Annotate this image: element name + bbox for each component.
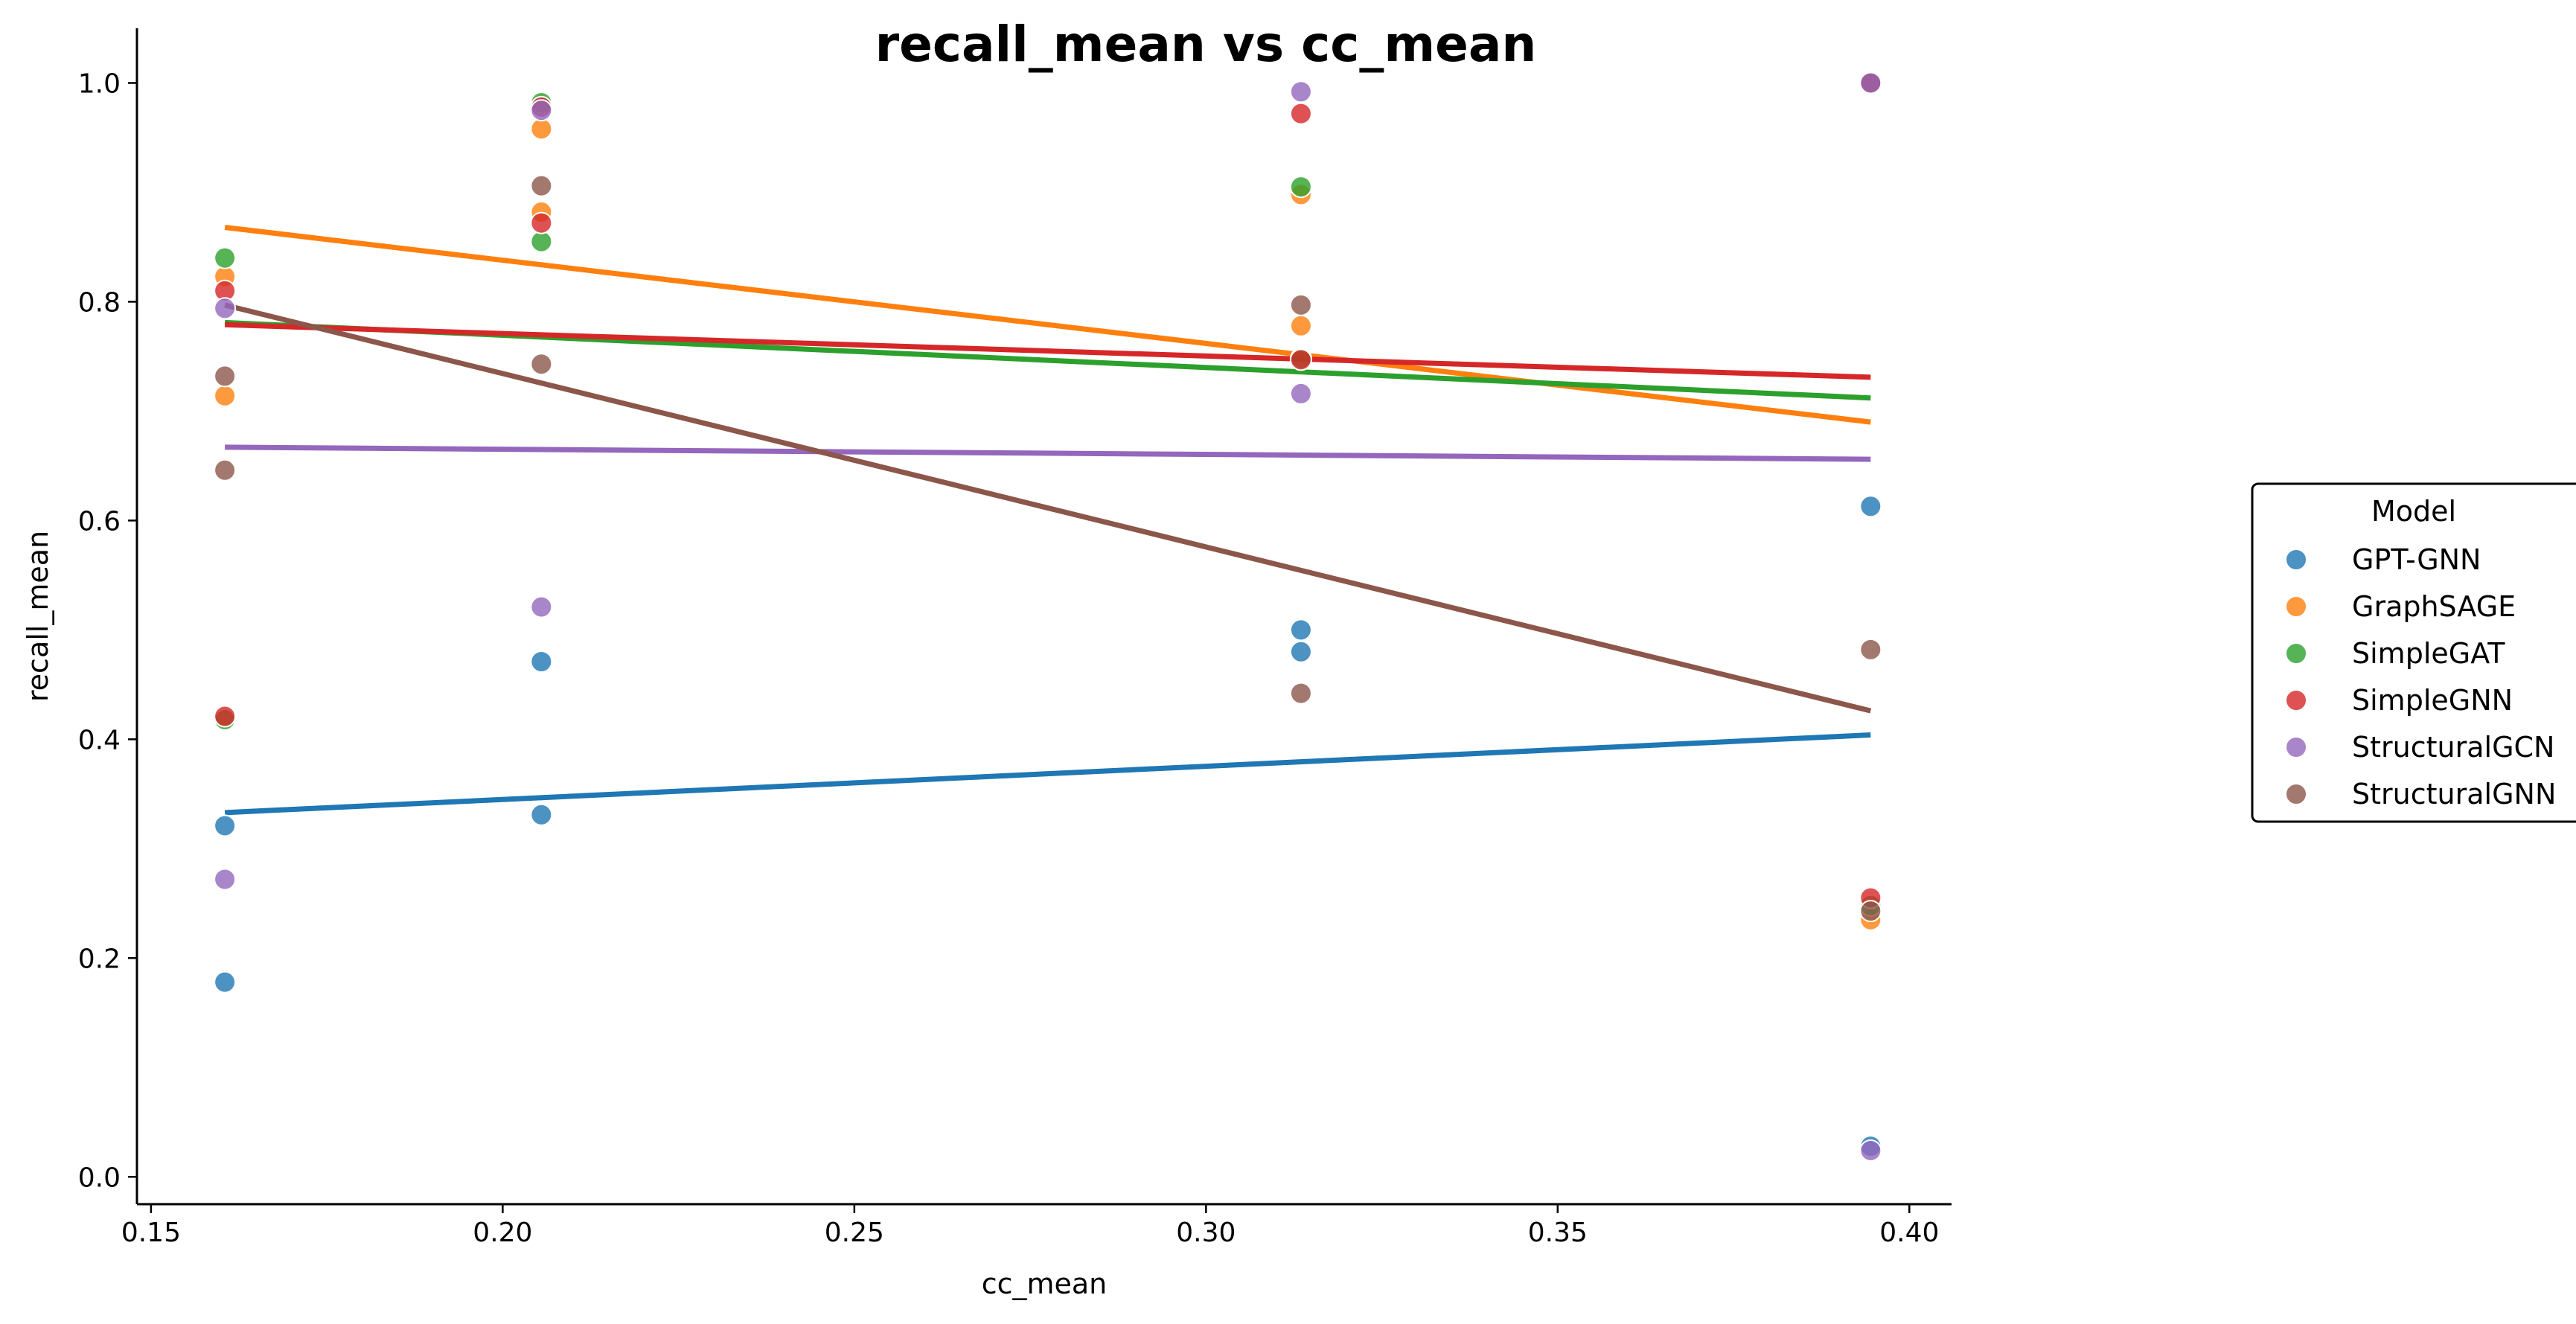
- fit-line-structuralgcn: [225, 444, 1871, 462]
- point-structuralgnn: [1289, 682, 1312, 705]
- chart-title: recall_mean vs cc_mean: [875, 16, 1537, 73]
- x-tick-label: 0.15: [121, 1218, 181, 1248]
- point-structuralgnn: [214, 365, 237, 388]
- data-points: [214, 71, 1882, 1162]
- legend-marker-structuralgnn: [2285, 783, 2307, 805]
- y-tick-label: 0.6: [78, 506, 121, 537]
- y-tick-label: 0.0: [78, 1163, 121, 1193]
- fit-line-gpt-gnn: [224, 732, 1871, 816]
- x-tick-label: 0.35: [1528, 1218, 1588, 1248]
- x-tick-label: 0.25: [825, 1218, 884, 1248]
- legend-marker-simplegat: [2285, 642, 2307, 665]
- x-ticks: 0.15 0.20 0.25 0.30 0.35 0.40: [121, 1204, 1939, 1248]
- point-structuralgcn: [1859, 71, 1882, 95]
- point-structuralgcn: [530, 99, 553, 122]
- legend-label-gpt-gnn: GPT-GNN: [2352, 543, 2481, 576]
- y-tick-label: 1.0: [78, 68, 121, 99]
- fit-line-simplegnn: [225, 322, 1871, 380]
- point-structuralgnn: [530, 174, 553, 197]
- y-tick-label: 0.4: [78, 725, 121, 755]
- y-tick-label: 0.8: [78, 287, 121, 318]
- point-structuralgnn: [1859, 900, 1882, 923]
- point-gpt-gnn: [530, 803, 553, 826]
- x-tick-label: 0.20: [473, 1218, 532, 1248]
- point-simplegat: [530, 230, 553, 253]
- point-simplegnn: [1289, 102, 1312, 125]
- x-axis-label: cc_mean: [982, 1267, 1108, 1300]
- fit-line-graphsage: [224, 225, 1871, 425]
- legend-marker-gpt-gnn: [2285, 549, 2307, 571]
- point-simplegat: [1289, 176, 1312, 199]
- point-simplegnn: [530, 211, 553, 234]
- point-gpt-gnn: [1289, 640, 1312, 663]
- legend-label-structuralgnn: StructuralGNN: [2352, 778, 2556, 810]
- legend-title: Model: [2371, 495, 2456, 528]
- point-gpt-gnn: [1859, 495, 1882, 518]
- point-structuralgnn: [214, 458, 237, 482]
- point-gpt-gnn: [1289, 618, 1312, 642]
- point-structuralgcn: [530, 595, 553, 618]
- point-structuralgcn: [214, 297, 237, 320]
- legend-marker-structuralgcn: [2285, 736, 2307, 758]
- legend-marker-graphsage: [2285, 595, 2307, 618]
- legend: Model GPT-GNN GraphSAGE SimpleGAT SimpleGNN…: [2251, 482, 2576, 823]
- point-structuralgcn: [214, 868, 237, 891]
- legend-items: GPT-GNN GraphSAGE SimpleGAT SimpleGNN Struct…: [2285, 543, 2556, 810]
- x-tick-label: 0.30: [1176, 1218, 1236, 1248]
- point-simplegnn: [1289, 348, 1312, 371]
- point-structuralgnn: [1859, 638, 1882, 661]
- legend-marker-simplegnn: [2285, 689, 2307, 711]
- legend-label-simplegat: SimpleGAT: [2352, 637, 2505, 670]
- point-structuralgnn: [1289, 293, 1312, 316]
- point-gpt-gnn: [214, 970, 237, 994]
- legend-label-structuralgcn: StructuralGCN: [2352, 731, 2554, 764]
- legend-label-simplegnn: SimpleGNN: [2352, 684, 2513, 717]
- point-graphsage: [214, 384, 237, 407]
- point-structuralgcn: [1859, 1139, 1882, 1162]
- y-axis-label: recall_mean: [22, 531, 54, 702]
- legend-label-graphsage: GraphSAGE: [2352, 590, 2516, 623]
- point-structuralgnn: [530, 353, 553, 376]
- point-structuralgcn: [1289, 80, 1312, 103]
- point-graphsage: [530, 118, 553, 141]
- regression-lines: [224, 225, 1872, 816]
- fit-line-structuralgnn: [224, 302, 1872, 714]
- y-tick-label: 0.2: [78, 944, 121, 974]
- point-gpt-gnn: [530, 650, 553, 673]
- point-gpt-gnn: [214, 814, 237, 837]
- point-structuralgcn: [1289, 382, 1312, 405]
- point-simplegnn: [214, 705, 237, 728]
- point-graphsage: [1289, 314, 1312, 337]
- axes: [135, 28, 1952, 1206]
- point-simplegat: [214, 246, 237, 269]
- legend-box: [2251, 482, 2576, 823]
- x-tick-label: 0.40: [1879, 1218, 1939, 1248]
- y-ticks: 0.0 0.2 0.4 0.6 0.8 1.0: [78, 68, 137, 1193]
